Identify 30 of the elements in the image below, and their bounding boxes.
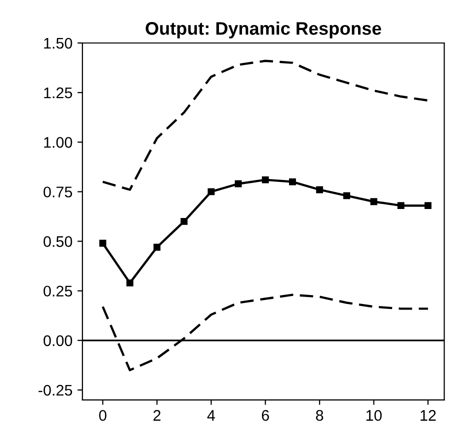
point <box>370 198 378 206</box>
line-series <box>102 60 430 191</box>
point <box>208 188 215 196</box>
point <box>289 178 296 186</box>
chart-title: Output: Dynamic Response <box>146 22 382 38</box>
y-tick-label: 0.50 <box>44 236 72 247</box>
x-tick-label: 10 <box>366 410 382 421</box>
y-tick-label: 0.00 <box>44 335 72 346</box>
y-tick-label: 1.00 <box>44 137 72 148</box>
point <box>126 279 134 286</box>
x-tick-label: 2 <box>153 410 160 421</box>
point <box>343 192 350 200</box>
x-tick-label: 8 <box>316 410 324 421</box>
y-tick-label: 1.25 <box>44 87 72 98</box>
point <box>424 202 432 210</box>
point <box>262 176 269 184</box>
y-tick-label: -0.25 <box>38 384 72 396</box>
y-tick-label: 0.25 <box>44 286 72 297</box>
x-tick-label: 0 <box>99 410 106 421</box>
point <box>234 180 242 188</box>
point <box>180 218 188 225</box>
point <box>99 240 106 247</box>
x-tick-label: 12 <box>420 410 436 421</box>
point <box>316 186 324 194</box>
point <box>154 244 160 251</box>
y-tick-label: 1.50 <box>44 38 72 49</box>
point <box>397 202 404 210</box>
x-tick-label: 6 <box>262 410 269 421</box>
y-tick-label: 0.75 <box>44 186 72 198</box>
x-tick-label: 4 <box>207 410 215 421</box>
